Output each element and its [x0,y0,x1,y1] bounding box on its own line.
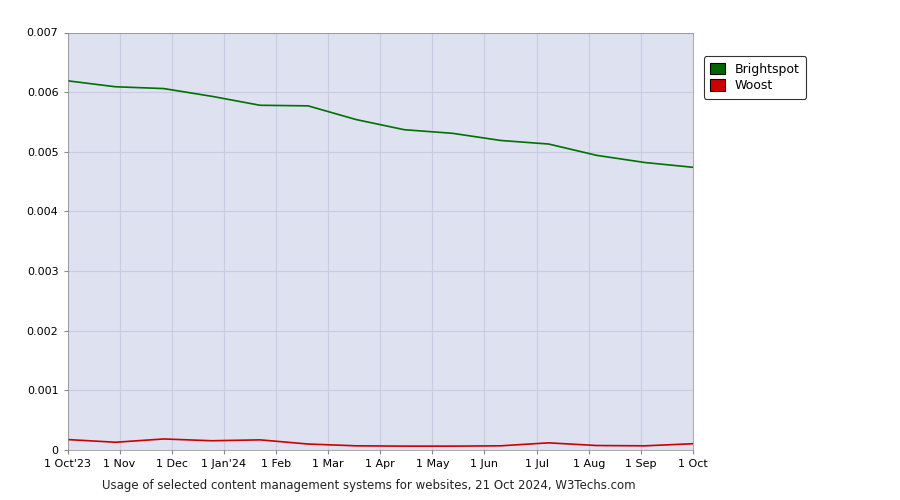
Text: Usage of selected content management systems for websites, 21 Oct 2024, W3Techs.: Usage of selected content management sys… [103,480,635,492]
Legend: Brightspot, Woost: Brightspot, Woost [704,56,806,98]
